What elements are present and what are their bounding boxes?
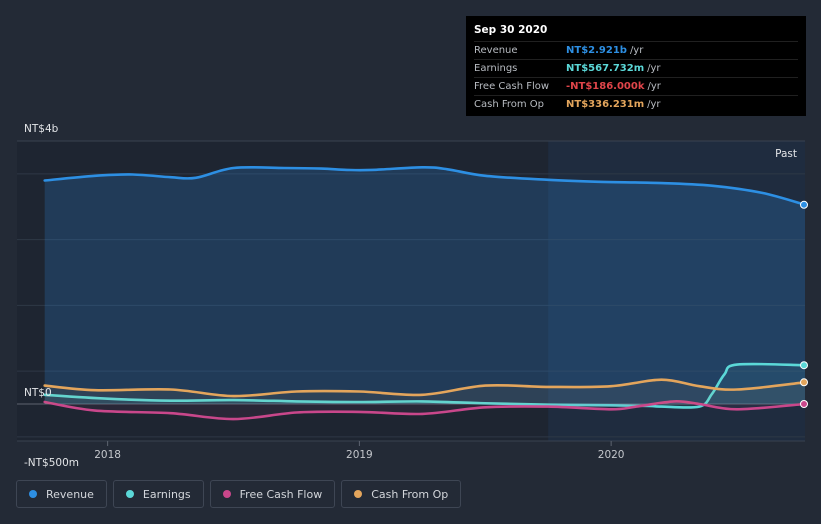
legend-dot-icon	[29, 490, 37, 498]
series-line-free-cash-flow	[43, 400, 807, 421]
tooltip-row-cash-from-op: Cash From Op NT$336.231m /yr	[474, 95, 798, 113]
tooltip-value: NT$336.231m	[566, 99, 645, 110]
series-area-free-cash-flow	[44, 401, 805, 420]
end-marker-cash-from-op	[800, 378, 808, 387]
x-tick-label: 2018	[94, 449, 121, 461]
legend-item-earnings[interactable]: Earnings	[112, 480, 204, 508]
series-area-revenue	[44, 167, 805, 404]
x-tick-label: 2020	[598, 449, 625, 461]
tooltip-unit: /yr	[647, 63, 661, 74]
legend-label: Cash From Op	[371, 487, 449, 501]
past-label: Past	[775, 148, 797, 160]
end-marker-earnings	[800, 361, 808, 370]
end-marker-revenue	[800, 200, 808, 209]
legend-label: Free Cash Flow	[239, 487, 323, 501]
tooltip-row-revenue: Revenue NT$2.921b /yr	[474, 41, 798, 59]
series-line-cash-from-op	[43, 378, 807, 398]
tooltip-unit: /yr	[647, 81, 661, 92]
past-region	[548, 141, 805, 441]
y-axis-label: NT$0	[24, 387, 52, 399]
legend-item-cash-from-op[interactable]: Cash From Op	[341, 480, 462, 508]
legend-dot-icon	[125, 490, 134, 498]
legend-item-free-cash-flow[interactable]: Free Cash Flow	[209, 480, 336, 508]
legend-item-revenue[interactable]: Revenue	[16, 480, 107, 508]
tooltip-row-free-cash-flow: Free Cash Flow -NT$186.000k /yr	[474, 77, 798, 95]
legend-dot-icon	[354, 490, 363, 498]
legend-label: Revenue	[46, 487, 94, 501]
end-marker-free-cash-flow	[800, 400, 808, 408]
series-area-earnings	[44, 364, 805, 408]
series-line-earnings	[43, 362, 807, 409]
tooltip-value: NT$567.732m	[566, 63, 645, 74]
tooltip-unit: /yr	[647, 99, 661, 110]
tooltip-unit: /yr	[629, 45, 644, 56]
legend-dot-icon	[222, 490, 231, 498]
series-area-cash-from-op	[44, 379, 805, 404]
tooltip-label: Cash From Op	[474, 99, 545, 110]
tooltip-label: Revenue	[474, 45, 518, 56]
y-axis-label: NT$4b	[24, 123, 59, 135]
tooltip-row-earnings: Earnings NT$567.732m /yr	[474, 59, 798, 77]
tooltip-label: Earnings	[474, 63, 518, 74]
legend-label: Earnings	[142, 487, 191, 501]
series-line-revenue	[43, 165, 807, 207]
x-tick-label: 2019	[346, 449, 373, 461]
tooltip-date: Sep 30 2020	[474, 24, 548, 36]
legend: Revenue Earnings Free Cash Flow Cash Fro…	[16, 480, 462, 508]
tooltip-value: -NT$186.000k	[566, 81, 645, 92]
tooltip-value: NT$2.921b	[566, 45, 627, 56]
tooltip: Sep 30 2020 Revenue NT$2.921b /yr Earnin…	[466, 16, 806, 116]
y-axis-label: -NT$500m	[24, 457, 79, 469]
tooltip-label: Free Cash Flow	[474, 81, 550, 92]
